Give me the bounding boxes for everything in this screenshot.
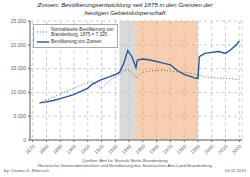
svg-text:1870: 1870 xyxy=(24,143,36,155)
svg-text:1890: 1890 xyxy=(51,143,63,155)
svg-text:5.000: 5.000 xyxy=(13,113,26,119)
svg-text:1990: 1990 xyxy=(189,143,201,155)
svg-text:1950: 1950 xyxy=(134,143,146,155)
svg-text:1900: 1900 xyxy=(65,143,77,155)
svg-text:1880: 1880 xyxy=(38,143,50,155)
html-text:Bevölkerung von Zossen: Bevölkerung von Zossen xyxy=(51,39,102,45)
svg-text:1910: 1910 xyxy=(79,143,91,155)
html-text:by: Osama G. Elferruch: by: Osama G. Elferruch xyxy=(4,168,49,173)
svg-text:25.000: 25.000 xyxy=(11,18,27,24)
svg-text:20.000: 20.000 xyxy=(11,42,27,48)
html-text:03.11.2015: 03.11.2015 xyxy=(224,168,246,173)
svg-text:0: 0 xyxy=(23,137,26,143)
svg-text:2020: 2020 xyxy=(230,143,242,155)
svg-text:1970: 1970 xyxy=(162,143,174,155)
html-text:Normalisierte Bevölkerung von: Normalisierte Bevölkerung von Brandenbur… xyxy=(51,27,114,38)
svg-text:2000: 2000 xyxy=(203,143,215,155)
svg-text:10.000: 10.000 xyxy=(11,89,27,95)
svg-text:15.000: 15.000 xyxy=(11,65,27,71)
svg-text:1920: 1920 xyxy=(93,143,105,155)
svg-text:2010: 2010 xyxy=(217,143,229,155)
svg-text:1960: 1960 xyxy=(148,143,160,155)
svg-text:1930: 1930 xyxy=(106,143,118,155)
html-text:Zossen: Bevölkerungsentwicklun: Zossen: Bevölkerungsentwicklung seit 187… xyxy=(37,1,213,16)
html-text:Quellen: Amt für Statistik Ber: Quellen: Amt für Statistik Berlin-Brande… xyxy=(38,158,212,168)
svg-text:1980: 1980 xyxy=(175,143,187,155)
svg-text:1940: 1940 xyxy=(120,143,132,155)
